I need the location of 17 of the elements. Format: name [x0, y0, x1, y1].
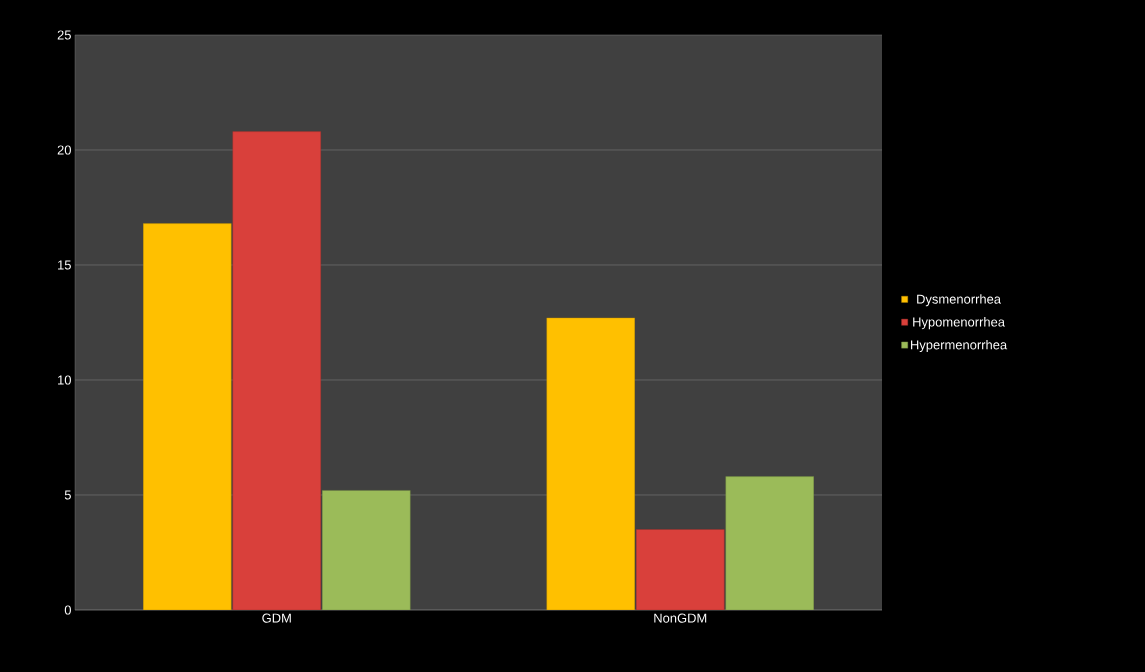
y-tick-label: 15: [58, 260, 71, 270]
bar: [636, 529, 725, 610]
bar: [232, 131, 321, 610]
legend-label: Hypomenorrhea: [913, 317, 1005, 330]
y-tick-label: 25: [57, 30, 71, 40]
y-tick-label: 5: [64, 490, 71, 500]
legend-label: Dysmenorrhea: [917, 294, 1002, 307]
y-tick-label: 10: [58, 375, 71, 385]
bar: [725, 476, 814, 610]
bar: [322, 490, 411, 610]
y-tick-label: 20: [57, 145, 71, 155]
bar: [546, 317, 635, 610]
bar: [143, 223, 232, 610]
y-tick-label: 0: [64, 605, 71, 615]
legend-label: Hypermenorrhea: [911, 339, 1008, 352]
x-tick-label: NonGDM: [654, 613, 707, 623]
x-tick-label: GDM: [262, 613, 291, 623]
